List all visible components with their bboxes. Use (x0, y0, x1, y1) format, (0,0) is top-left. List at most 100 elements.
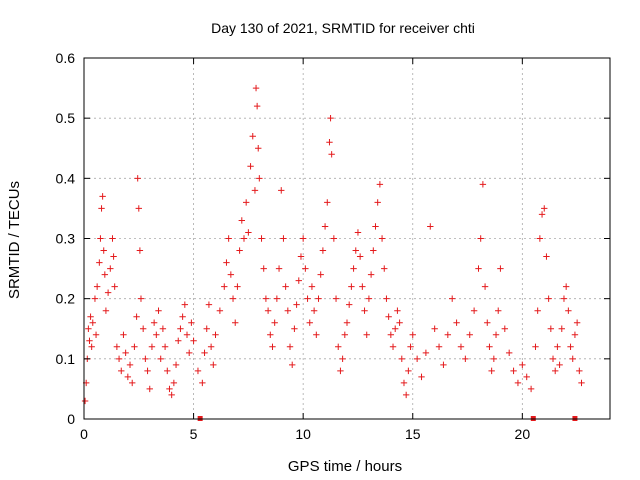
data-point (286, 343, 294, 350)
data-point (131, 343, 138, 350)
data-point (413, 355, 421, 363)
data-point (327, 114, 334, 122)
data-point (293, 301, 300, 308)
data-point (183, 331, 191, 338)
data-point (453, 319, 460, 326)
data-point (247, 163, 254, 170)
data-point (110, 253, 117, 260)
data-point (495, 307, 502, 314)
data-point (113, 343, 121, 350)
data-point (470, 307, 478, 314)
data-point (359, 283, 366, 290)
data-point (481, 283, 489, 290)
data-point (449, 295, 456, 302)
data-point (238, 217, 245, 224)
data-point (492, 331, 500, 338)
data-point (126, 361, 134, 369)
data-point (431, 325, 438, 332)
data-point (262, 295, 270, 302)
data-point (194, 367, 202, 375)
data-point (122, 349, 129, 357)
data-point (573, 319, 581, 326)
data-point (488, 367, 495, 375)
data-point (275, 265, 283, 272)
data-point (490, 355, 498, 363)
data-point (308, 283, 316, 290)
data-point (227, 271, 235, 278)
data-point (310, 307, 318, 314)
data-point (249, 133, 256, 140)
data-point (252, 84, 260, 92)
data-point (146, 385, 153, 393)
y-tick-label: 0 (67, 411, 75, 427)
data-point (97, 235, 104, 242)
data-point (341, 331, 349, 338)
data-point (330, 235, 338, 242)
data-point (466, 331, 473, 338)
data-point (153, 331, 160, 338)
chart-title: Day 130 of 2021, SRMTID for receiver cht… (211, 20, 475, 36)
data-point (486, 343, 493, 350)
data-point (332, 295, 340, 302)
data-point (372, 223, 379, 230)
data-point (91, 295, 99, 302)
data-point (306, 319, 313, 326)
data-point (457, 343, 465, 350)
data-point (549, 355, 557, 363)
data-point (435, 343, 443, 350)
data-point (297, 253, 305, 260)
data-point (232, 319, 239, 326)
data-point (374, 199, 381, 206)
data-point (392, 325, 399, 332)
data-point (118, 367, 125, 375)
data-point (400, 379, 408, 387)
data-point (556, 361, 563, 369)
data-point (157, 355, 164, 363)
data-point (159, 325, 167, 332)
data-point (302, 265, 309, 272)
data-point (536, 235, 544, 242)
data-point (216, 307, 224, 314)
data-point (545, 295, 552, 302)
data-point (440, 361, 447, 369)
data-point (170, 379, 178, 387)
y-tick-label: 0.1 (56, 351, 76, 367)
data-point (199, 379, 206, 387)
data-point (179, 313, 186, 320)
data-point (348, 283, 355, 290)
data-point (385, 313, 392, 320)
data-point (552, 367, 559, 375)
data-point (111, 283, 118, 290)
data-point (319, 247, 327, 254)
data-point (96, 259, 103, 266)
data-point (89, 319, 96, 326)
data-point (541, 205, 548, 212)
data-point (402, 391, 410, 399)
data-point (291, 325, 298, 332)
y-tick-label: 0.5 (56, 110, 76, 126)
x-tick-label: 5 (190, 426, 198, 442)
data-point (85, 325, 92, 332)
data-point (242, 199, 250, 206)
data-point (547, 325, 555, 332)
data-point (543, 253, 550, 260)
data-point (258, 235, 265, 242)
data-point (240, 235, 248, 242)
data-point (352, 247, 359, 254)
data-point (124, 373, 132, 381)
data-point (304, 295, 311, 302)
data-point (172, 361, 180, 369)
data-point (92, 331, 100, 338)
data-point (88, 343, 95, 350)
data-point (120, 331, 127, 338)
data-point (225, 235, 232, 242)
data-point (99, 193, 106, 200)
data-point (177, 325, 184, 332)
data-point (337, 367, 344, 375)
data-point (317, 271, 324, 278)
data-point (558, 325, 565, 332)
data-point (136, 247, 144, 254)
data-point (365, 295, 373, 302)
data-point (339, 355, 346, 363)
data-point (394, 307, 401, 314)
